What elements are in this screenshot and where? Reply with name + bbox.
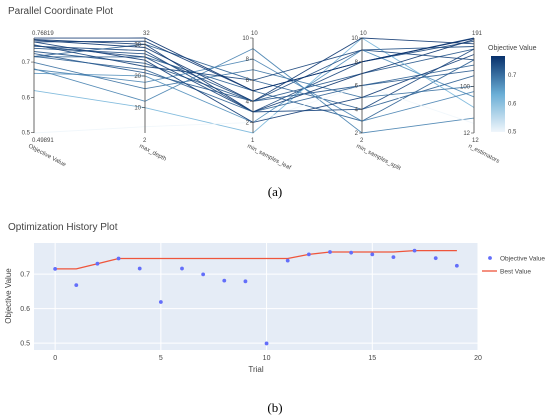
objective-value-point — [328, 250, 332, 254]
panel-label-b-text: (b) — [267, 400, 282, 415]
pc-axis-tick-label: 20 — [134, 74, 141, 80]
objective-value-point — [53, 266, 58, 271]
pc-axis-tick-label: 6 — [355, 84, 359, 90]
legend-label-objective: Objective Value — [500, 256, 545, 263]
objective-value-point — [158, 300, 163, 304]
pc-axis-tick-label: 0.7 — [22, 60, 31, 66]
legend-marker-objective — [488, 256, 492, 260]
objective-value-point — [433, 256, 438, 261]
x-tick-label: 0 — [53, 355, 57, 362]
y-axis-label: Objective Value — [4, 268, 13, 324]
pc-axis-min-label: 2 — [360, 138, 364, 144]
pc-axis-tick-label: 100 — [460, 84, 471, 90]
pc-axis-tick-label: 4 — [355, 107, 359, 113]
objective-value-point — [180, 266, 184, 271]
y-tick-label: 0.5 — [20, 341, 30, 348]
pc-axis-tick-label: 10 — [242, 36, 249, 42]
pc-axis-name: min_samples_leaf — [246, 143, 292, 171]
pc-axis-tick-label: 10 — [351, 36, 358, 42]
y-tick-label: 0.6 — [20, 306, 30, 313]
objective-value-point — [222, 278, 227, 283]
pc-axis-tick-label: 2 — [355, 131, 359, 137]
pc-axis-min-label: 12 — [472, 138, 479, 144]
colorbar-tick-label: 0.7 — [508, 73, 517, 79]
pc-axis-name: Objective Value — [27, 143, 67, 168]
pc-axis-name: n_estimators — [467, 143, 500, 164]
pc-axis-max-label: 10 — [251, 31, 258, 37]
plot-grid — [34, 243, 479, 350]
objective-value-point — [243, 279, 248, 284]
objective-value-point — [95, 261, 100, 266]
pc-axis-tick-label: 30 — [134, 42, 141, 48]
panel-label-a: (a) — [268, 184, 282, 199]
pc-axis-min-label: 2 — [143, 138, 147, 144]
pc-axis-tick-label: 12 — [463, 131, 470, 137]
pc-axis-tick-label: 0.5 — [22, 131, 31, 137]
pc-axis-min-label: 0.49891 — [32, 138, 54, 144]
plot-series — [53, 248, 459, 346]
pc-axis-tick-label: 0.6 — [22, 95, 31, 101]
colorbar-tick-label: 0.6 — [508, 101, 517, 107]
x-tick-label: 5 — [159, 355, 163, 362]
objective-value-point — [137, 266, 142, 271]
best-value-line — [55, 249, 457, 270]
parallel-coordinate-plot: Parallel Coordinate Plot 0.768190.498910… — [8, 6, 537, 172]
x-tick-label: 15 — [368, 355, 376, 362]
objective-value-point — [391, 255, 396, 260]
plot-legend: Objective Value Best Value — [482, 256, 545, 276]
pc-colorbar: Objective Value 0.7 0.6 0.5 — [488, 45, 537, 136]
objective-value-point — [201, 272, 206, 277]
pc-axis-tick-label: 6 — [246, 78, 250, 84]
objective-value-point — [116, 256, 121, 261]
legend-label-best: Best Value — [500, 269, 531, 276]
pc-axis-name: max_depth — [138, 143, 167, 162]
y-tick-label: 0.7 — [20, 272, 30, 279]
pc-title: Parallel Coordinate Plot — [8, 6, 113, 17]
pc-axis-tick-label: 8 — [355, 60, 359, 66]
pc-axis-max-label: 10 — [360, 31, 367, 37]
colorbar-ticks: 0.7 0.6 0.5 — [508, 73, 517, 135]
colorbar-gradient — [491, 56, 505, 132]
pc-axis-tick-label: 10 — [134, 106, 141, 112]
pc-axis-min-label: 1 — [251, 138, 255, 144]
objective-value-point — [370, 252, 375, 257]
panel-label-a-text: (a) — [268, 184, 282, 199]
pc-axis-tick-label: 4 — [246, 99, 250, 105]
pc-axis-max-label: 32 — [143, 31, 150, 37]
objective-value-point — [349, 250, 354, 255]
objective-value-point — [454, 263, 459, 268]
pc-lines — [33, 37, 475, 134]
pc-axis-name: min_samples_split — [355, 143, 402, 172]
x-tick-label: 20 — [474, 355, 482, 362]
x-axis-label: Trial — [248, 365, 263, 374]
objective-value-point — [306, 252, 311, 257]
x-tick-label: 10 — [263, 355, 271, 362]
pc-axis-tick-label: 2 — [246, 120, 250, 126]
objective-value-point — [285, 258, 290, 263]
pc-axis-max-label: 191 — [472, 31, 483, 37]
objective-value-point — [264, 341, 269, 346]
pc-axis-tick-label: 8 — [246, 57, 250, 63]
optimization-history-plot: Optimization History Plot 0 5 10 15 20 0.5 0.6… — [4, 222, 545, 374]
objective-value-point — [74, 283, 79, 288]
panel-label-b: (b) — [267, 400, 282, 415]
pc-axis-max-label: 0.76819 — [32, 31, 54, 37]
colorbar-title: Objective Value — [488, 45, 537, 52]
colorbar-tick-label: 0.5 — [508, 130, 517, 136]
plot-ticks: 0 5 10 15 20 0.5 0.6 0.7 — [20, 272, 482, 362]
objective-value-point — [412, 248, 417, 253]
oh-title: Optimization History Plot — [8, 222, 118, 233]
